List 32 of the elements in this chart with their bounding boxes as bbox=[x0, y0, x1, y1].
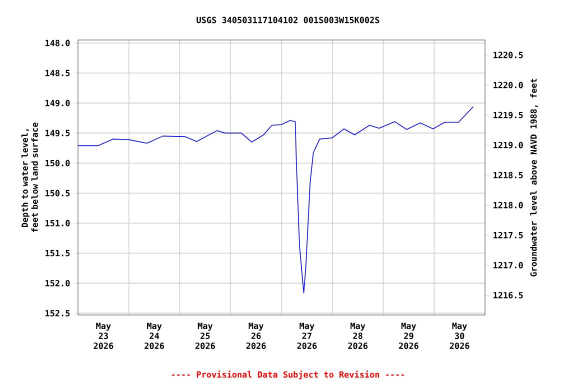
x-tick-label: May 23 2026 bbox=[94, 322, 114, 349]
y2-tick-label: 1220.0 bbox=[494, 82, 523, 88]
y-tick-label: 152.0 bbox=[46, 280, 70, 286]
y2-tick-label: 1217.0 bbox=[494, 262, 523, 268]
y-tick-label: 148.0 bbox=[46, 40, 70, 46]
y2-tick-label: 1218.0 bbox=[494, 202, 523, 208]
line-series bbox=[78, 106, 474, 294]
x-tick-label: May 25 2026 bbox=[195, 322, 215, 349]
y-tick-label: 148.5 bbox=[46, 70, 70, 76]
y2-tick-label: 1216.5 bbox=[494, 292, 523, 298]
text: ---- Provisional Data Subject to Revision ---- bbox=[172, 370, 404, 380]
x-tick-label: May 28 2026 bbox=[348, 322, 368, 349]
y-axis-title: Depth to water level, feet below land surface bbox=[21, 122, 38, 232]
y2-tick-label: 1219.0 bbox=[494, 142, 523, 148]
y-tick-label: 151.0 bbox=[46, 220, 70, 226]
y-tick-label: 150.5 bbox=[46, 190, 70, 196]
y2-tick-label: 1219.5 bbox=[494, 112, 523, 118]
y2-tick-label: 1217.5 bbox=[494, 232, 523, 238]
chart-title: USGS 340503117104102 001S003W15K002S bbox=[196, 16, 380, 24]
y-tick-label: 149.5 bbox=[46, 130, 70, 136]
x-tick-label: May 26 2026 bbox=[246, 322, 266, 349]
y2-tick-label: 1218.5 bbox=[494, 172, 523, 178]
y-tick-label: 151.5 bbox=[46, 250, 70, 256]
y-tick-label: 149.0 bbox=[46, 100, 70, 106]
y-tick-label: 150.0 bbox=[46, 160, 70, 166]
x-tick-label: May 24 2026 bbox=[144, 322, 164, 349]
y2-axis-title: Groundwater level above NAVD 1988, feet bbox=[530, 78, 538, 276]
y2-tick-label: 1220.5 bbox=[494, 52, 523, 58]
y-tick-label: 152.5 bbox=[46, 310, 70, 316]
x-tick-label: May 27 2026 bbox=[297, 322, 317, 349]
x-tick-label: May 30 2026 bbox=[450, 322, 470, 349]
x-tick-label: May 29 2026 bbox=[398, 322, 418, 349]
